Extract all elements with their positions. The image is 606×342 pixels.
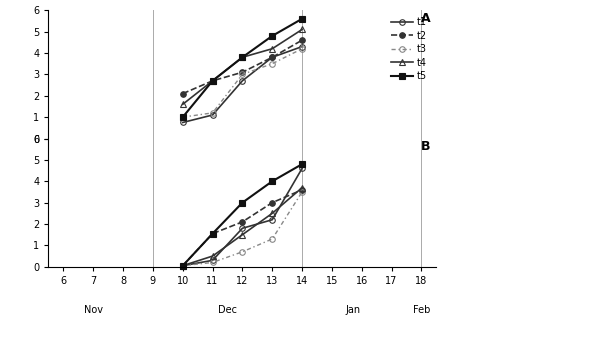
t2 — [209, 79, 216, 83]
t3 — [239, 73, 246, 77]
t2 — [298, 38, 305, 42]
t4 — [268, 47, 276, 51]
t2 — [268, 55, 276, 60]
t5 — [209, 79, 216, 83]
t2 — [239, 70, 246, 74]
t4 — [209, 79, 216, 83]
t1 — [179, 120, 187, 124]
Text: Nov: Nov — [84, 305, 103, 315]
Line: t2: t2 — [180, 37, 305, 96]
t3 — [209, 111, 216, 115]
t4 — [298, 27, 305, 31]
t4 — [239, 55, 246, 60]
t1 — [298, 44, 305, 49]
t5 — [268, 34, 276, 38]
Line: t4: t4 — [180, 27, 305, 107]
Line: t1: t1 — [180, 44, 305, 125]
t2 — [179, 92, 187, 96]
Legend: t1, t2, t3, t4, t5: t1, t2, t3, t4, t5 — [390, 16, 428, 82]
t3 — [298, 47, 305, 51]
Line: t3: t3 — [180, 46, 305, 120]
t3 — [179, 115, 187, 119]
t4 — [179, 102, 187, 106]
Text: Jan: Jan — [345, 305, 361, 315]
Text: Feb: Feb — [413, 305, 430, 315]
Text: A: A — [421, 12, 430, 25]
t5 — [179, 115, 187, 119]
t5 — [298, 17, 305, 21]
Text: B: B — [421, 140, 430, 153]
Text: Dec: Dec — [218, 305, 237, 315]
t1 — [209, 113, 216, 117]
t5 — [239, 55, 246, 60]
t1 — [239, 79, 246, 83]
t1 — [268, 55, 276, 60]
t3 — [268, 62, 276, 66]
Line: t5: t5 — [180, 16, 305, 120]
